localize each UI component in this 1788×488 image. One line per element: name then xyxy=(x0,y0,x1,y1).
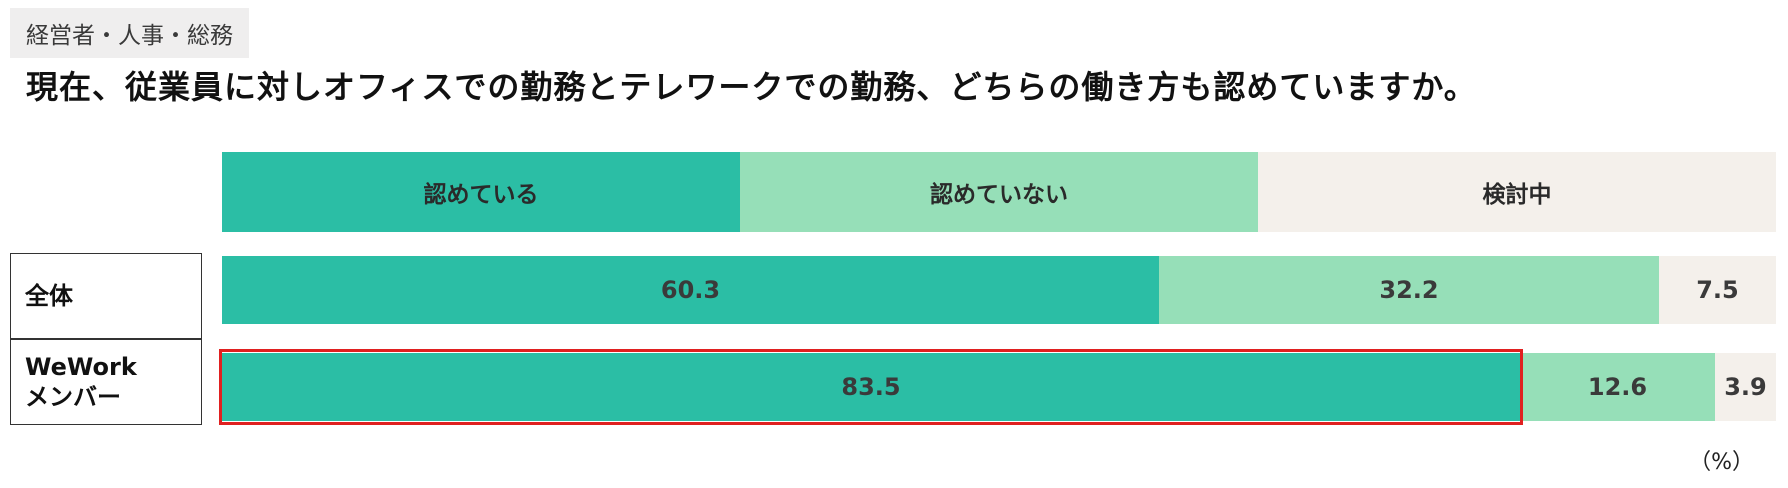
row-label-line: WeWork xyxy=(25,353,137,381)
bar-segment-overall-not-approve: 32.2 xyxy=(1159,256,1659,324)
bar-row-wework-members: 83.5 12.6 3.9 xyxy=(219,349,1776,425)
data-label: 3.9 xyxy=(1724,373,1767,401)
data-label: 7.5 xyxy=(1696,276,1739,304)
row-label-line: 全体 xyxy=(25,282,73,310)
legend-item-considering: 検討中 xyxy=(1258,152,1776,232)
row-label-overall: 全体 xyxy=(10,253,202,339)
bar-row-overall: 60.3 32.2 7.5 xyxy=(222,256,1776,324)
bar-segment-wework-members-not-approve: 12.6 xyxy=(1520,353,1715,421)
bar-segment-wework-members-considering: 3.9 xyxy=(1715,353,1776,421)
bar-segment-wework-members-approve: 83.5 xyxy=(222,353,1520,421)
bar-segment-overall-approve: 60.3 xyxy=(222,256,1159,324)
data-label: 12.6 xyxy=(1587,373,1648,401)
legend-item-approve: 認めている xyxy=(222,152,740,232)
category-tag: 経営者・人事・総務 xyxy=(10,8,249,58)
unit-label: （%） xyxy=(1689,450,1754,475)
data-label: 83.5 xyxy=(841,373,901,401)
legend-header: 認めている 認めていない 検討中 xyxy=(222,152,1776,232)
bar-segment-overall-considering: 7.5 xyxy=(1659,256,1776,324)
data-label: 60.3 xyxy=(660,276,721,304)
row-label-wework-members: WeWork メンバー xyxy=(10,339,202,425)
data-label: 32.2 xyxy=(1379,276,1439,304)
row-label-line: メンバー xyxy=(25,383,121,411)
question-title: 現在、従業員に対しオフィスでの勤務とテレワークでの勤務、どちらの働き方も認めてい… xyxy=(26,68,1477,106)
legend-item-not-approve: 認めていない xyxy=(740,152,1258,232)
